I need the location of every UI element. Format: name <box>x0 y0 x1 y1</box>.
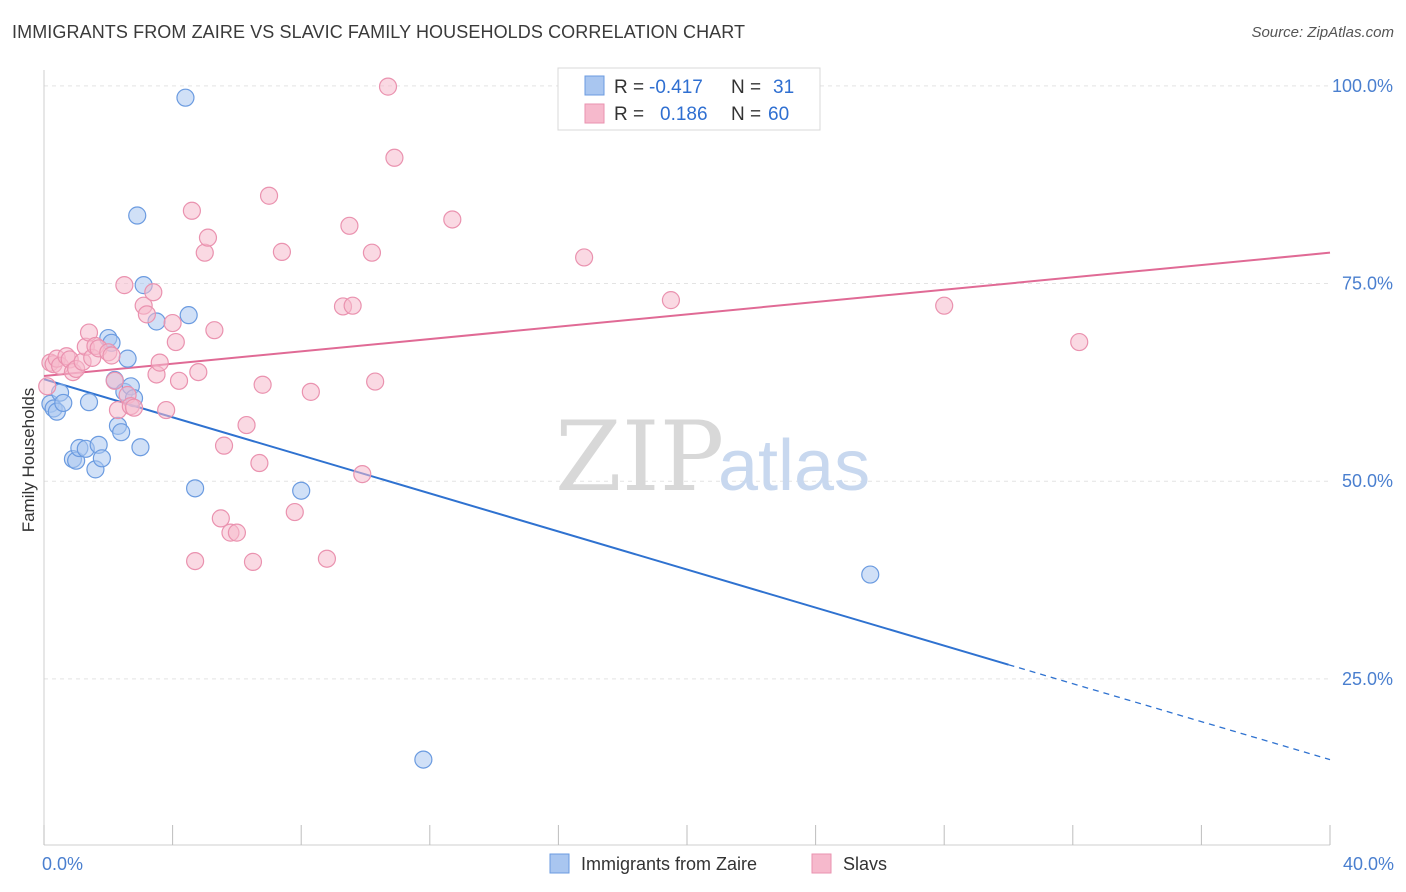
data-point-blue <box>112 423 131 442</box>
trend-layer <box>43 251 1331 761</box>
data-point-pink <box>137 305 156 324</box>
y-tick-label: 100.0% <box>1332 76 1393 96</box>
data-point-pink <box>124 398 144 417</box>
bottom-legend-label-zaire: Immigrants from Zaire <box>581 854 757 874</box>
data-point-pink <box>166 332 185 352</box>
legend-r-label-2: R = <box>614 104 644 125</box>
trend-line-extension-blue <box>1008 664 1331 761</box>
data-point-pink <box>317 549 337 568</box>
data-point-pink <box>163 313 182 333</box>
trend-line-pink <box>43 251 1331 378</box>
data-point-pink <box>1070 332 1089 352</box>
legend-swatch-pink <box>584 103 605 124</box>
data-point-pink <box>144 283 163 302</box>
data-point-pink <box>362 243 382 262</box>
data-point-pink <box>378 77 398 96</box>
y-axis-label: Family Households <box>19 388 38 533</box>
data-point-blue <box>292 481 311 500</box>
y-tick-label: 25.0% <box>1342 669 1393 689</box>
legend-r-value-1: -0.417 <box>649 77 703 98</box>
data-point-pink <box>211 509 230 528</box>
legend-r-label-1: R = <box>614 77 644 98</box>
data-point-blue <box>414 750 433 769</box>
data-point-pink <box>340 216 359 235</box>
data-point-blue <box>176 88 195 107</box>
data-point-pink <box>343 296 362 315</box>
data-point-pink <box>272 242 292 261</box>
data-point-pink <box>169 371 189 390</box>
legend-r-value-2: 0.186 <box>660 104 708 125</box>
legend-n-label-1: N = <box>731 77 761 98</box>
bottom-legend: Immigrants from Zaire Slavs <box>549 853 887 874</box>
watermark-atlas: atlas <box>718 426 870 506</box>
bottom-legend-label-slavs: Slavs <box>843 854 887 874</box>
chart-title: IMMIGRANTS FROM ZAIRE VS SLAVIC FAMILY H… <box>12 22 746 42</box>
points-layer <box>38 77 1089 769</box>
data-point-pink <box>353 465 372 484</box>
data-point-pink <box>301 382 320 401</box>
data-point-blue <box>131 438 150 457</box>
data-point-pink <box>259 186 279 205</box>
bottom-legend-swatch-blue <box>549 853 570 874</box>
data-point-pink <box>935 296 954 315</box>
data-point-pink <box>38 377 57 396</box>
legend-n-value-2: 60 <box>768 104 789 125</box>
data-point-pink <box>385 148 404 167</box>
y-tick-label: 75.0% <box>1342 274 1393 294</box>
data-point-pink <box>205 321 224 340</box>
data-point-blue <box>861 565 880 584</box>
data-point-pink <box>198 228 218 247</box>
data-point-pink <box>253 375 272 394</box>
watermark-zip: ZIP <box>555 401 724 513</box>
legend-box: R = -0.417 N = 31 R = 0.186 N = 60 <box>557 67 821 131</box>
data-point-pink <box>243 552 263 571</box>
data-point-pink <box>157 400 176 420</box>
data-point-pink <box>105 371 124 390</box>
data-point-pink <box>443 210 462 229</box>
data-point-pink <box>366 372 385 391</box>
data-point-pink <box>237 415 256 435</box>
data-point-pink <box>214 436 234 455</box>
axis-layer: 25.0% 50.0% 75.0% 100.0% 0.0% 40.0% <box>42 70 1394 874</box>
data-point-pink <box>115 276 134 295</box>
x-tick-label: 40.0% <box>1343 854 1394 874</box>
x-tick-label: 0.0% <box>42 854 83 874</box>
legend-n-label-2: N = <box>731 104 761 125</box>
grid-layer <box>44 85 1330 680</box>
data-point-blue <box>92 449 111 468</box>
data-point-blue <box>186 479 205 498</box>
data-point-pink <box>250 453 269 473</box>
data-point-blue <box>54 393 73 413</box>
y-tick-label: 50.0% <box>1342 471 1393 491</box>
data-point-pink <box>661 291 681 310</box>
data-point-pink <box>285 502 304 522</box>
data-point-blue <box>79 393 99 412</box>
data-point-pink <box>182 201 201 220</box>
chart-source: Source: ZipAtlas.com <box>1251 24 1394 41</box>
data-point-pink <box>575 248 594 267</box>
data-point-pink <box>195 243 214 262</box>
data-point-pink <box>102 346 121 365</box>
data-point-pink <box>227 523 246 542</box>
data-point-pink <box>186 551 205 571</box>
legend-n-value-1: 31 <box>773 77 794 98</box>
data-point-pink <box>189 362 208 382</box>
data-point-blue <box>179 306 198 325</box>
bottom-legend-swatch-pink <box>811 853 832 874</box>
data-point-blue <box>128 206 147 225</box>
trend-line-blue <box>43 378 1009 666</box>
legend-swatch-blue <box>584 75 605 96</box>
data-point-blue <box>118 349 137 368</box>
data-point-pink <box>150 353 169 372</box>
watermark: ZIP atlas <box>555 401 870 513</box>
